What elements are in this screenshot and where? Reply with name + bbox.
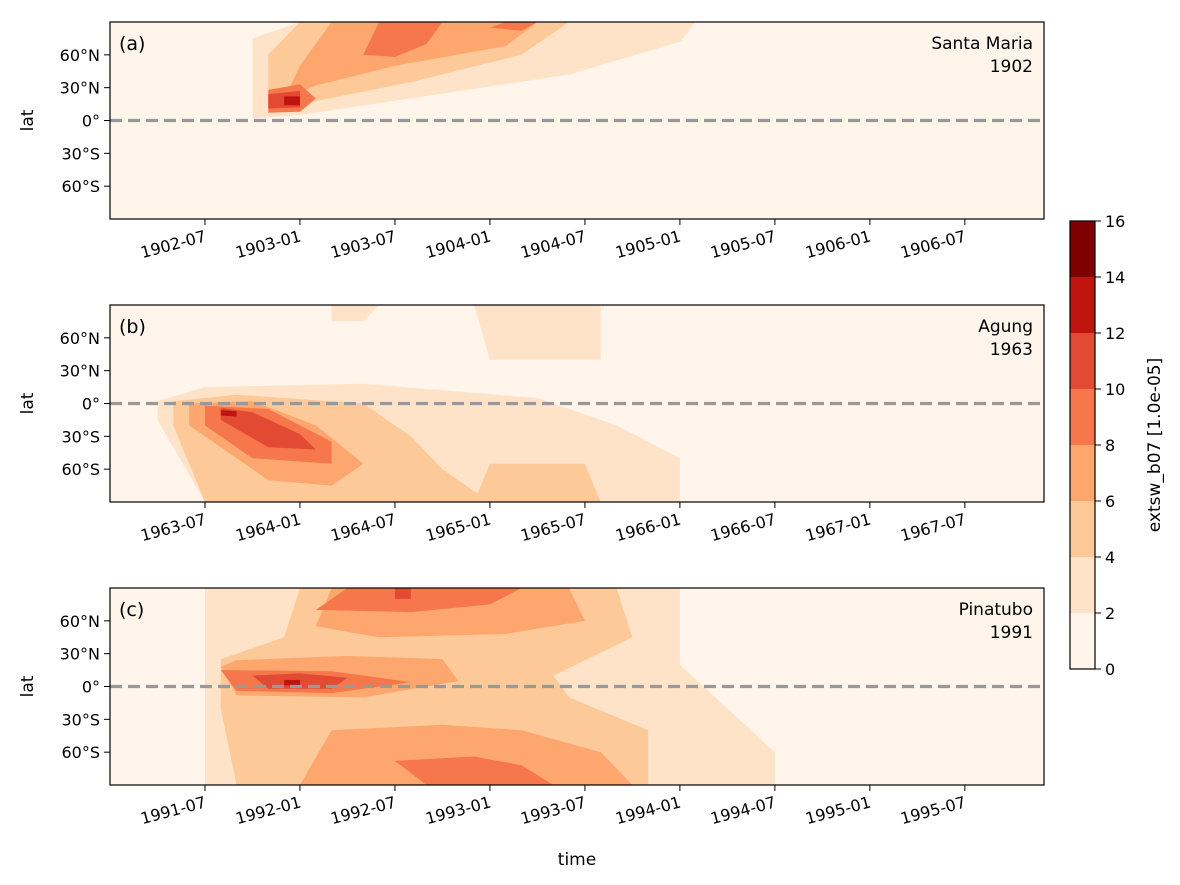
x-tick-label: 1993-07 — [518, 793, 587, 829]
y-tick-label: 60°S — [61, 743, 100, 762]
x-tick-label: 1906-01 — [803, 227, 872, 263]
contour-level-2 — [331, 305, 380, 322]
y-tick-label: 30°N — [60, 79, 100, 98]
panel-c: 60°N 30°N 0° 30°S 60°S lat 1991-07 1992-01 1992-… — [18, 587, 1045, 829]
contour-level-8 — [394, 756, 554, 785]
contour-level-12 — [284, 679, 300, 686]
y-tick-label: 30°N — [60, 362, 100, 381]
y-tick-label: 30°S — [61, 710, 100, 729]
panel-b: 60°N 30°N 0° 30°S 60°S lat 1963-07 1964-01 1964-… — [18, 304, 1045, 546]
contour-level-10 — [220, 407, 316, 450]
contour-level-12 — [284, 96, 300, 106]
eruption-name: Agung — [978, 317, 1033, 337]
eruption-name: Santa Maria — [931, 34, 1033, 54]
x-tick-label: 1966-01 — [613, 510, 682, 546]
eruption-year: 1902 — [990, 57, 1033, 77]
y-tick-label: 60°N — [60, 612, 100, 631]
eruption-year: 1963 — [990, 340, 1033, 360]
x-tick-label: 1993-01 — [423, 793, 492, 829]
y-axis-label: lat — [18, 109, 38, 131]
contour-level-8 — [315, 588, 522, 613]
panel-letter: (c) — [119, 599, 144, 621]
x-tick-label: 1994-07 — [708, 793, 777, 829]
colorbar-tick-label: 2 — [1105, 604, 1115, 623]
colorbar-tick-label: 8 — [1105, 436, 1115, 455]
eruption-name: Pinatubo — [959, 600, 1033, 620]
colorbar: 0 2 4 6 8 10 12 14 16 extsw_b07 [1.0e-05] — [1069, 212, 1165, 679]
colorbar-tick-label: 14 — [1105, 268, 1125, 287]
x-tick-label: 1904-01 — [423, 227, 492, 263]
x-tick-label: 1965-01 — [423, 510, 492, 546]
contour-level-8 — [489, 22, 538, 31]
x-axis-label: time — [558, 850, 596, 870]
contour-level-12 — [220, 410, 237, 417]
x-tick-label: 1995-01 — [803, 793, 872, 829]
panel-a: 60°N 30°N 0° 30°S 60°S lat 1902-07 1903-01 1903-… — [18, 21, 1045, 263]
colorbar-tick-label: 4 — [1105, 548, 1115, 567]
colorbar-swatch — [1070, 221, 1095, 277]
x-tick-label: 1905-01 — [613, 227, 682, 263]
x-tick-label: 1967-07 — [898, 510, 967, 546]
colorbar-tick-label: 16 — [1105, 212, 1125, 231]
y-axis-label: lat — [18, 675, 38, 697]
contour-level-2 — [474, 305, 601, 360]
x-tick-label: 1963-07 — [139, 510, 208, 546]
x-tick-label: 1965-07 — [518, 510, 587, 546]
y-tick-label: 60°S — [61, 460, 100, 479]
y-axis-label: lat — [18, 392, 38, 414]
contour-level-10 — [394, 588, 411, 599]
x-tick-label: 1903-01 — [234, 227, 303, 263]
colorbar-tick-label: 0 — [1105, 660, 1115, 679]
y-tick-label: 0° — [82, 678, 100, 697]
panel-letter: (b) — [119, 316, 146, 338]
x-tick-label: 1966-07 — [708, 510, 777, 546]
x-tick-label: 1995-07 — [898, 793, 967, 829]
x-tick-label: 1991-07 — [139, 793, 208, 829]
contour-layer — [157, 305, 680, 502]
x-tick-label: 1992-07 — [328, 793, 397, 829]
x-tick-label: 1992-01 — [234, 793, 303, 829]
y-tick-label: 30°S — [61, 427, 100, 446]
panels: 60°N 30°N 0° 30°S 60°S lat 1902-07 1903-01 1903-… — [18, 21, 1045, 829]
colorbar-swatch — [1070, 389, 1095, 445]
colorbar-tick-label: 12 — [1105, 324, 1125, 343]
colorbar-swatch — [1070, 557, 1095, 613]
colorbar-swatch — [1070, 333, 1095, 389]
y-tick-label: 60°S — [61, 177, 100, 196]
contour-level-6 — [300, 724, 633, 785]
x-tick-label: 1904-07 — [518, 227, 587, 263]
colorbar-label: extsw_b07 [1.0e-05] — [1145, 358, 1165, 533]
y-tick-label: 0° — [82, 395, 100, 414]
contour-layer — [252, 22, 696, 119]
colorbar-tick-label: 6 — [1105, 492, 1115, 511]
eruption-year: 1991 — [990, 623, 1033, 643]
panel-letter: (a) — [119, 33, 145, 55]
y-tick-label: 30°S — [61, 144, 100, 163]
y-tick-label: 30°N — [60, 645, 100, 664]
y-tick-label: 60°N — [60, 329, 100, 348]
colorbar-tick-label: 10 — [1105, 380, 1125, 399]
x-tick-label: 1902-07 — [139, 227, 208, 263]
contour-level-4 — [474, 463, 601, 502]
y-tick-label: 60°N — [60, 46, 100, 65]
x-tick-label: 1905-07 — [708, 227, 777, 263]
contour-level-8 — [363, 22, 443, 57]
x-tick-label: 1906-07 — [898, 227, 967, 263]
y-tick-label: 0° — [82, 112, 100, 131]
x-tick-label: 1994-01 — [613, 793, 682, 829]
x-tick-label: 1967-01 — [803, 510, 872, 546]
colorbar-swatch — [1070, 445, 1095, 501]
contour-level-6 — [284, 22, 538, 99]
x-tick-label: 1903-07 — [328, 227, 397, 263]
x-tick-label: 1964-07 — [328, 510, 397, 546]
x-tick-label: 1964-01 — [234, 510, 303, 546]
colorbar-swatch — [1070, 613, 1095, 669]
colorbar-swatch — [1070, 277, 1095, 333]
colorbar-swatch — [1070, 501, 1095, 557]
